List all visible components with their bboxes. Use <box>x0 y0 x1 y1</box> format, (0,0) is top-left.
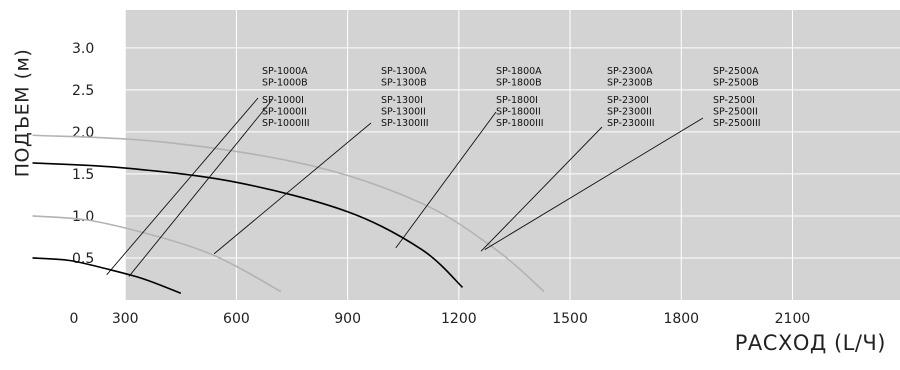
model-label: SP-2300A <box>607 66 653 77</box>
model-label: SP-1300III <box>381 118 429 129</box>
model-label: SP-1800I <box>496 95 538 106</box>
tick-labels: 0.5 1.0 1.5 2.0 2.5 3.0 0 300 600 900 1200 1500 1800… <box>70 41 811 327</box>
leader-line <box>128 99 273 277</box>
model-label: SP-1800III <box>496 118 544 129</box>
model-label: SP-1300A <box>381 66 427 77</box>
x-tick-label: 1500 <box>552 311 588 327</box>
series-line <box>32 215 282 293</box>
plot-area <box>125 10 900 300</box>
leader-line <box>106 97 259 276</box>
model-label: SP-2500I <box>713 95 755 106</box>
model-label: SP-1000I <box>262 95 304 106</box>
model-label: SP-1300II <box>381 107 426 118</box>
series-line <box>32 162 464 288</box>
x-axis-title: РАСХОД (L/Ч) <box>734 331 886 355</box>
series-lines <box>32 134 545 295</box>
grid-lines <box>124 10 900 300</box>
x-tick-label: 300 <box>112 311 139 327</box>
y-tick-label: 1.0 <box>72 209 94 225</box>
model-label: SP-2500III <box>713 118 761 129</box>
leader-line <box>480 126 603 252</box>
y-tick-label: 2.5 <box>72 83 94 99</box>
model-label: SP-1000A <box>262 66 308 77</box>
series-line-highlight <box>73 264 122 290</box>
y-tick-label: 2.0 <box>72 125 94 141</box>
series-line <box>32 134 545 293</box>
model-label: SP-2300I <box>607 95 649 106</box>
model-label: SP-1000II <box>262 107 307 118</box>
x-tick-label: 1200 <box>441 311 477 327</box>
model-label: SP-2500A <box>713 66 759 77</box>
series-line <box>32 257 182 295</box>
x-tick-label: 900 <box>334 311 361 327</box>
model-label: SP-1800II <box>496 107 541 118</box>
model-label: SP-2300II <box>607 107 652 118</box>
leader-line <box>395 111 497 249</box>
x-tick-label: 2100 <box>775 311 811 327</box>
y-tick-label: 1.5 <box>72 167 94 183</box>
model-label: SP-1300I <box>381 95 423 106</box>
model-label: SP-2300III <box>607 118 655 129</box>
y-tick-label: 3.0 <box>72 41 94 57</box>
model-label: SP-2500B <box>713 78 759 89</box>
model-label: SP-1000III <box>262 118 310 129</box>
model-label: SP-1800A <box>496 66 542 77</box>
model-label: SP-2300B <box>607 78 653 89</box>
leader-line <box>484 117 704 250</box>
model-label: SP-1300B <box>381 78 427 89</box>
model-label: SP-1800B <box>496 78 542 89</box>
x-tick-label: 1800 <box>663 311 699 327</box>
y-tick-label: 0.5 <box>72 251 94 267</box>
model-label: SP-2500II <box>713 107 758 118</box>
leader-line <box>213 122 372 255</box>
x-tick-label: 0 <box>70 311 79 327</box>
x-tick-label: 600 <box>223 311 250 327</box>
model-label: SP-1000B <box>262 78 308 89</box>
